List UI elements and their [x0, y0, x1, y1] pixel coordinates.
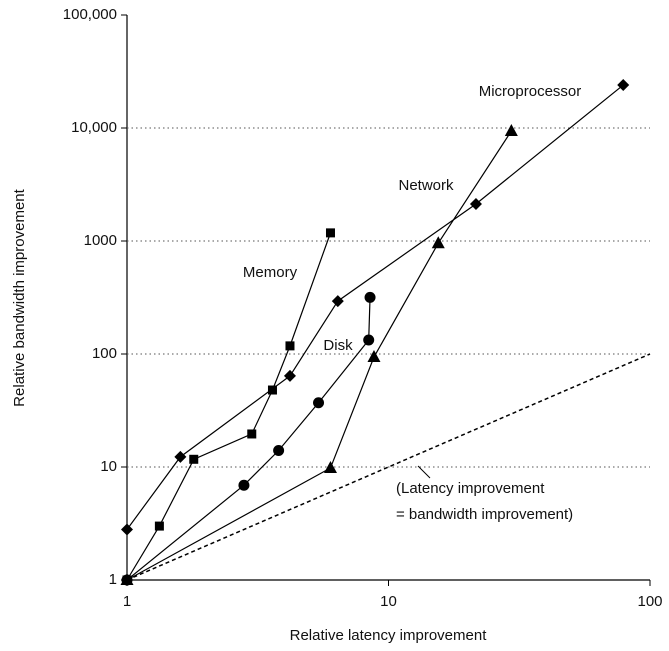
- point: [469, 197, 482, 210]
- point: [267, 385, 277, 395]
- series-label: Network: [398, 177, 454, 194]
- point: [154, 521, 164, 531]
- point: [364, 291, 376, 303]
- point: [363, 334, 375, 346]
- series-line: [126, 84, 624, 530]
- y-tick-label: 10: [100, 458, 117, 475]
- point: [504, 124, 518, 137]
- point: [247, 429, 257, 439]
- point: [331, 295, 344, 308]
- y-axis-label: Relative bandwidth improvement: [11, 188, 28, 406]
- point: [285, 341, 295, 351]
- point: [174, 450, 187, 463]
- reference-line: [126, 353, 651, 581]
- annotation-arrow: [417, 465, 431, 479]
- y-tick-label: 1000: [84, 232, 117, 249]
- point: [617, 79, 630, 92]
- x-axis-label: Relative latency improvement: [290, 627, 488, 644]
- point: [323, 460, 337, 473]
- point: [367, 350, 381, 363]
- annotation: = bandwidth improvement): [396, 506, 573, 523]
- series-label: Memory: [243, 264, 298, 281]
- x-tick-label: 1: [123, 593, 131, 610]
- point: [120, 573, 134, 585]
- point: [273, 444, 285, 456]
- y-tick-label: 100,000: [63, 6, 117, 23]
- point: [431, 236, 445, 249]
- annotation: (Latency improvement: [396, 480, 545, 497]
- series-label: Microprocessor: [479, 83, 582, 100]
- point: [313, 397, 325, 409]
- y-tick-label: 100: [92, 345, 117, 362]
- y-tick-label: 10,000: [71, 119, 117, 136]
- point: [189, 454, 199, 464]
- point: [283, 369, 296, 382]
- series-label: Disk: [323, 337, 353, 354]
- x-tick-label: 100: [637, 593, 662, 610]
- y-tick-label: 1: [109, 571, 117, 588]
- point: [121, 523, 133, 536]
- point: [238, 479, 250, 491]
- series-line: [126, 297, 371, 581]
- x-tick-label: 10: [380, 593, 397, 610]
- point: [325, 228, 335, 238]
